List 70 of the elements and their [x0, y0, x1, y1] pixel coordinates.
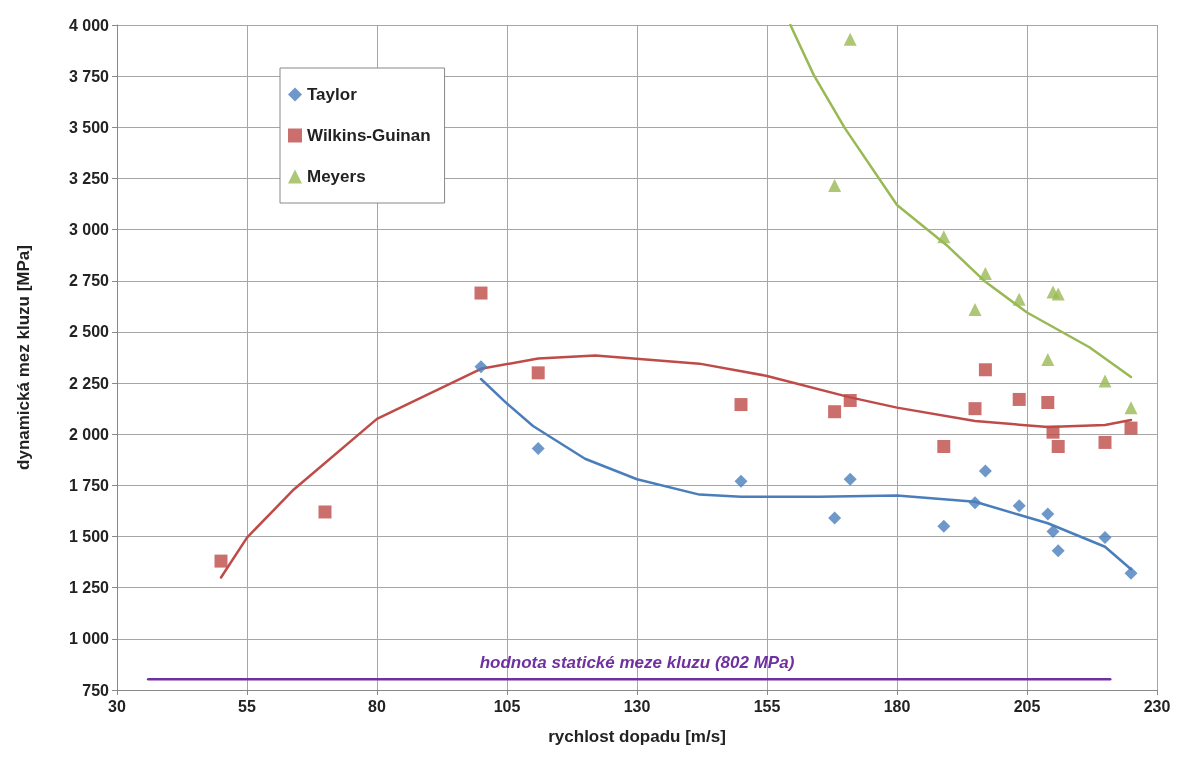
point: [1098, 374, 1112, 388]
point: [968, 402, 982, 416]
x-tick-label: 80: [368, 697, 386, 715]
point: [1124, 401, 1138, 415]
point: [474, 360, 488, 374]
point: [734, 474, 748, 488]
point: [1046, 425, 1060, 439]
point: [1124, 421, 1138, 435]
point: [1046, 524, 1060, 538]
annotation: hodnota statické meze kluzu (802 MPa): [479, 653, 795, 673]
point: [828, 405, 842, 419]
point: [937, 440, 951, 454]
point: [1041, 507, 1055, 521]
x-tick-label: 130: [623, 697, 651, 715]
x-tick-label: 30: [108, 697, 126, 715]
x-tick-label: 180: [883, 697, 911, 715]
legend-label: Taylor: [307, 85, 358, 104]
x-tick-label: 55: [238, 697, 256, 715]
x-tick-label: 155: [753, 697, 781, 715]
point: [937, 230, 951, 244]
point: [214, 554, 228, 568]
point: [1041, 396, 1055, 410]
y-tick-label: 2 500: [68, 323, 110, 341]
y-tick-label: 1 750: [68, 476, 110, 494]
point: [1051, 440, 1065, 454]
legend-label: Wilkins-Guinan: [307, 126, 431, 145]
y-tick-label: 3 500: [68, 118, 110, 136]
y-tick-label: 3 000: [68, 221, 110, 239]
point: [937, 519, 951, 533]
point: [978, 267, 992, 281]
point: [318, 505, 332, 519]
point: [1012, 499, 1026, 513]
point: [843, 32, 857, 46]
y-tick-label: 1 500: [68, 528, 110, 546]
x-tick-label: 230: [1143, 697, 1171, 715]
y-tick-label: 2 250: [68, 374, 110, 392]
point: [828, 179, 842, 193]
point: [1012, 292, 1026, 306]
line-series: [789, 23, 1133, 379]
y-tick-label: 1 250: [68, 579, 110, 597]
x-tick-label: 205: [1013, 697, 1041, 715]
point: [1124, 566, 1138, 580]
point: [843, 393, 857, 407]
point: [828, 511, 842, 525]
x-tick-label: 105: [493, 697, 521, 715]
point: [978, 464, 992, 478]
point: [978, 363, 992, 377]
point: [1051, 287, 1065, 301]
point: [734, 398, 748, 412]
point: [968, 302, 982, 316]
y-tick-label: 1 000: [68, 630, 110, 648]
y-tick-label: 4 000: [68, 16, 110, 34]
point: [1098, 435, 1112, 449]
y-tick-label: 3 750: [68, 67, 110, 85]
point: [531, 442, 545, 456]
point: [531, 366, 545, 380]
point: [1012, 392, 1026, 406]
point: [843, 472, 857, 486]
legend-label: Meyers: [307, 167, 366, 186]
y-tick-label: 2 750: [68, 272, 110, 290]
point: [968, 496, 982, 510]
point: [1098, 531, 1112, 545]
point: [1041, 353, 1055, 367]
point: [474, 286, 488, 300]
y-tick-label: 2 000: [68, 425, 110, 443]
y-tick-label: 3 250: [68, 169, 110, 187]
x-axis-title: rychlost dopadu [m/s]: [548, 727, 726, 746]
y-tick-label: 750: [82, 681, 110, 699]
y-axis-title: dynamická mez kluzu [MPa]: [14, 245, 33, 470]
point: [1051, 544, 1065, 558]
